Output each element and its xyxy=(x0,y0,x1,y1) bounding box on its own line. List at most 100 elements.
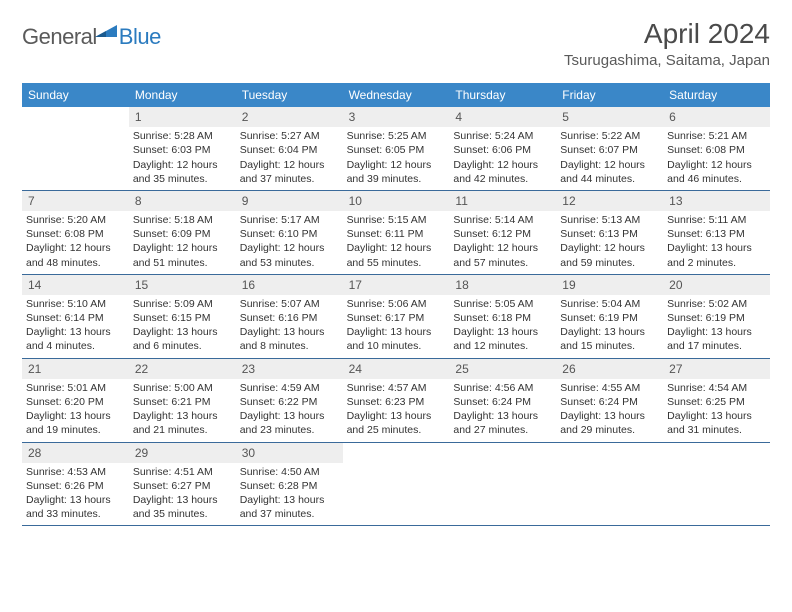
calendar: SundayMondayTuesdayWednesdayThursdayFrid… xyxy=(22,83,770,526)
sunset-line: Sunset: 6:07 PM xyxy=(560,143,659,157)
sunrise-line: Sunrise: 5:14 AM xyxy=(453,213,552,227)
sunset-line: Sunset: 6:04 PM xyxy=(240,143,339,157)
day-cell: 16Sunrise: 5:07 AMSunset: 6:16 PMDayligh… xyxy=(236,275,343,358)
day-number: 27 xyxy=(663,359,770,379)
day-cell: 1Sunrise: 5:28 AMSunset: 6:03 PMDaylight… xyxy=(129,107,236,190)
sunrise-line: Sunrise: 5:06 AM xyxy=(347,297,446,311)
daylight-line: Daylight: 12 hours and 37 minutes. xyxy=(240,158,339,186)
sunset-line: Sunset: 6:12 PM xyxy=(453,227,552,241)
sunset-line: Sunset: 6:17 PM xyxy=(347,311,446,325)
sunrise-line: Sunrise: 5:07 AM xyxy=(240,297,339,311)
daylight-line: Daylight: 12 hours and 44 minutes. xyxy=(560,158,659,186)
sunrise-line: Sunrise: 5:21 AM xyxy=(667,129,766,143)
day-cell: 18Sunrise: 5:05 AMSunset: 6:18 PMDayligh… xyxy=(449,275,556,358)
week-row: 28Sunrise: 4:53 AMSunset: 6:26 PMDayligh… xyxy=(22,443,770,527)
day-info: Sunrise: 5:13 AMSunset: 6:13 PMDaylight:… xyxy=(556,213,663,274)
sunrise-line: Sunrise: 4:51 AM xyxy=(133,465,232,479)
day-cell: 17Sunrise: 5:06 AMSunset: 6:17 PMDayligh… xyxy=(343,275,450,358)
sunset-line: Sunset: 6:28 PM xyxy=(240,479,339,493)
day-cell: 28Sunrise: 4:53 AMSunset: 6:26 PMDayligh… xyxy=(22,443,129,526)
month-title: April 2024 xyxy=(564,18,770,50)
daylight-line: Daylight: 13 hours and 19 minutes. xyxy=(26,409,125,437)
day-number: 29 xyxy=(129,443,236,463)
sunset-line: Sunset: 6:06 PM xyxy=(453,143,552,157)
day-cell: 23Sunrise: 4:59 AMSunset: 6:22 PMDayligh… xyxy=(236,359,343,442)
day-number: 28 xyxy=(22,443,129,463)
daylight-line: Daylight: 12 hours and 51 minutes. xyxy=(133,241,232,269)
day-number: 22 xyxy=(129,359,236,379)
day-info: Sunrise: 5:15 AMSunset: 6:11 PMDaylight:… xyxy=(343,213,450,274)
day-info: Sunrise: 4:51 AMSunset: 6:27 PMDaylight:… xyxy=(129,465,236,526)
day-cell: 24Sunrise: 4:57 AMSunset: 6:23 PMDayligh… xyxy=(343,359,450,442)
daylight-line: Daylight: 13 hours and 31 minutes. xyxy=(667,409,766,437)
week-row: 1Sunrise: 5:28 AMSunset: 6:03 PMDaylight… xyxy=(22,107,770,191)
sunset-line: Sunset: 6:19 PM xyxy=(560,311,659,325)
sunset-line: Sunset: 6:03 PM xyxy=(133,143,232,157)
sunrise-line: Sunrise: 4:50 AM xyxy=(240,465,339,479)
day-cell xyxy=(22,107,129,190)
day-cell: 2Sunrise: 5:27 AMSunset: 6:04 PMDaylight… xyxy=(236,107,343,190)
day-number: 3 xyxy=(343,107,450,127)
weekday-header: Saturday xyxy=(663,83,770,107)
sunset-line: Sunset: 6:16 PM xyxy=(240,311,339,325)
sunrise-line: Sunrise: 4:57 AM xyxy=(347,381,446,395)
sunset-line: Sunset: 6:13 PM xyxy=(667,227,766,241)
day-number: 13 xyxy=(663,191,770,211)
daylight-line: Daylight: 13 hours and 37 minutes. xyxy=(240,493,339,521)
day-number: 12 xyxy=(556,191,663,211)
day-info: Sunrise: 5:05 AMSunset: 6:18 PMDaylight:… xyxy=(449,297,556,358)
sunrise-line: Sunrise: 5:15 AM xyxy=(347,213,446,227)
sunset-line: Sunset: 6:18 PM xyxy=(453,311,552,325)
sunrise-line: Sunrise: 5:05 AM xyxy=(453,297,552,311)
day-cell: 15Sunrise: 5:09 AMSunset: 6:15 PMDayligh… xyxy=(129,275,236,358)
day-info: Sunrise: 5:25 AMSunset: 6:05 PMDaylight:… xyxy=(343,129,450,190)
day-cell: 9Sunrise: 5:17 AMSunset: 6:10 PMDaylight… xyxy=(236,191,343,274)
sunrise-line: Sunrise: 5:00 AM xyxy=(133,381,232,395)
day-cell: 8Sunrise: 5:18 AMSunset: 6:09 PMDaylight… xyxy=(129,191,236,274)
day-number: 11 xyxy=(449,191,556,211)
day-info: Sunrise: 5:21 AMSunset: 6:08 PMDaylight:… xyxy=(663,129,770,190)
weekday-header: Friday xyxy=(556,83,663,107)
daylight-line: Daylight: 13 hours and 6 minutes. xyxy=(133,325,232,353)
sunset-line: Sunset: 6:11 PM xyxy=(347,227,446,241)
day-number: 16 xyxy=(236,275,343,295)
sunrise-line: Sunrise: 5:18 AM xyxy=(133,213,232,227)
sunset-line: Sunset: 6:08 PM xyxy=(667,143,766,157)
day-info: Sunrise: 5:22 AMSunset: 6:07 PMDaylight:… xyxy=(556,129,663,190)
sunrise-line: Sunrise: 5:04 AM xyxy=(560,297,659,311)
sunset-line: Sunset: 6:14 PM xyxy=(26,311,125,325)
sunset-line: Sunset: 6:05 PM xyxy=(347,143,446,157)
day-number: 20 xyxy=(663,275,770,295)
day-number: 26 xyxy=(556,359,663,379)
day-number: 7 xyxy=(22,191,129,211)
day-cell xyxy=(556,443,663,526)
day-cell xyxy=(663,443,770,526)
weekday-header: Sunday xyxy=(22,83,129,107)
sunset-line: Sunset: 6:19 PM xyxy=(667,311,766,325)
day-info: Sunrise: 5:18 AMSunset: 6:09 PMDaylight:… xyxy=(129,213,236,274)
sunrise-line: Sunrise: 4:56 AM xyxy=(453,381,552,395)
day-cell: 19Sunrise: 5:04 AMSunset: 6:19 PMDayligh… xyxy=(556,275,663,358)
day-info: Sunrise: 4:50 AMSunset: 6:28 PMDaylight:… xyxy=(236,465,343,526)
day-info: Sunrise: 5:01 AMSunset: 6:20 PMDaylight:… xyxy=(22,381,129,442)
day-info: Sunrise: 5:00 AMSunset: 6:21 PMDaylight:… xyxy=(129,381,236,442)
day-info: Sunrise: 4:56 AMSunset: 6:24 PMDaylight:… xyxy=(449,381,556,442)
daylight-line: Daylight: 13 hours and 4 minutes. xyxy=(26,325,125,353)
weekday-header: Monday xyxy=(129,83,236,107)
day-cell: 21Sunrise: 5:01 AMSunset: 6:20 PMDayligh… xyxy=(22,359,129,442)
sunset-line: Sunset: 6:10 PM xyxy=(240,227,339,241)
day-cell xyxy=(449,443,556,526)
sunrise-line: Sunrise: 5:13 AM xyxy=(560,213,659,227)
day-info: Sunrise: 5:02 AMSunset: 6:19 PMDaylight:… xyxy=(663,297,770,358)
day-info: Sunrise: 5:07 AMSunset: 6:16 PMDaylight:… xyxy=(236,297,343,358)
daylight-line: Daylight: 12 hours and 39 minutes. xyxy=(347,158,446,186)
sunset-line: Sunset: 6:21 PM xyxy=(133,395,232,409)
logo-text-blue: Blue xyxy=(119,24,161,50)
sunrise-line: Sunrise: 4:53 AM xyxy=(26,465,125,479)
sunrise-line: Sunrise: 5:25 AM xyxy=(347,129,446,143)
sunrise-line: Sunrise: 5:27 AM xyxy=(240,129,339,143)
daylight-line: Daylight: 13 hours and 12 minutes. xyxy=(453,325,552,353)
logo-shape-icon xyxy=(95,23,117,46)
day-info: Sunrise: 5:10 AMSunset: 6:14 PMDaylight:… xyxy=(22,297,129,358)
day-number: 6 xyxy=(663,107,770,127)
